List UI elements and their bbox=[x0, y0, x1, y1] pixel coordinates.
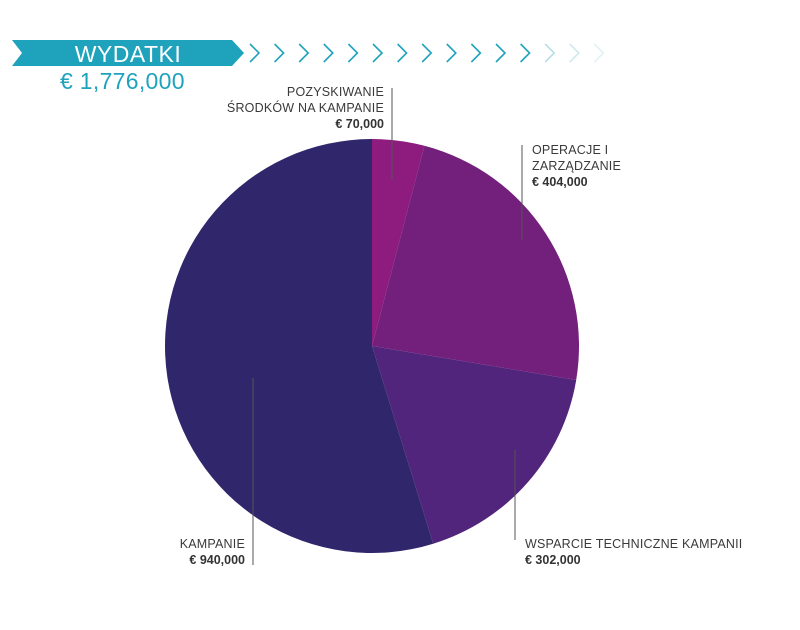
slice-value-4: € 940,000 bbox=[189, 553, 245, 567]
slice-label-1: ŚRODKÓW NA KAMPANIE bbox=[227, 100, 384, 115]
slice-label-4: KAMPANIE bbox=[180, 537, 245, 551]
chevron-icon bbox=[470, 43, 482, 63]
chevron-icon bbox=[249, 43, 261, 63]
chevron-icon bbox=[347, 43, 359, 63]
pie-slice-2 bbox=[372, 145, 580, 380]
slice-label-2: OPERACJE I bbox=[532, 143, 608, 157]
chevron-icon bbox=[446, 43, 457, 63]
total-expenses: € 1,776,000 bbox=[60, 68, 185, 94]
chevron-icon bbox=[520, 43, 531, 63]
chevron-icon bbox=[372, 43, 384, 63]
pie-slice-4 bbox=[164, 139, 434, 553]
chevron-icon bbox=[397, 43, 408, 63]
header-banner: WYDATKI bbox=[12, 40, 605, 67]
chevron-icon bbox=[421, 43, 433, 63]
chevron-icon bbox=[298, 43, 310, 63]
pie-slice-1 bbox=[372, 139, 425, 346]
chevron-arrows bbox=[249, 43, 605, 63]
chevron-icon bbox=[495, 43, 507, 63]
slice-label-1: POZYSKIWANIE bbox=[287, 85, 384, 99]
chevron-icon bbox=[274, 43, 285, 63]
pie-slice-3 bbox=[372, 346, 577, 544]
chevron-icon bbox=[544, 43, 556, 63]
slice-value-1: € 70,000 bbox=[335, 117, 384, 131]
chevron-icon bbox=[569, 43, 580, 63]
chevron-icon bbox=[323, 43, 334, 63]
slice-value-3: € 302,000 bbox=[525, 553, 581, 567]
slice-label-3: WSPARCIE TECHNICZNE KAMPANII bbox=[525, 537, 742, 551]
title-banner-shape bbox=[12, 40, 244, 66]
section-title: WYDATKI bbox=[75, 41, 182, 67]
slice-value-2: € 404,000 bbox=[532, 175, 588, 189]
slice-label-2: ZARZĄDZANIE bbox=[532, 159, 621, 173]
chevron-icon bbox=[593, 43, 605, 63]
